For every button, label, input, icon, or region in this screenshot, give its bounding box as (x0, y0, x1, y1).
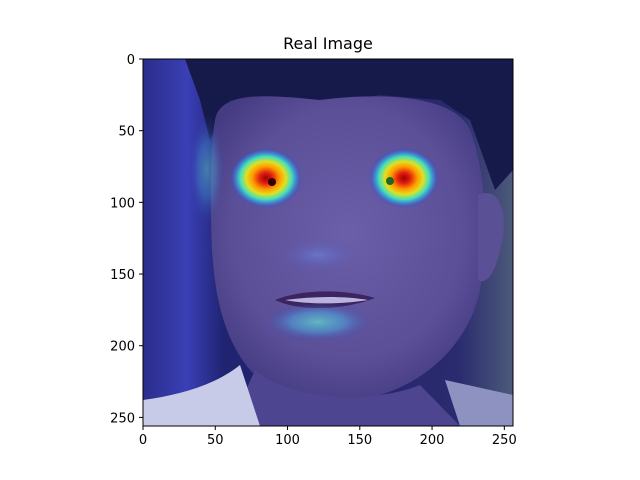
hotspot-left-eye (230, 148, 302, 208)
y-tick-label: 150 (110, 268, 135, 283)
collar-right (445, 380, 513, 426)
y-axis: 0 50 100 150 200 250 (110, 53, 143, 426)
eye-right-pupil (386, 177, 394, 185)
x-tick-label: 50 (207, 433, 224, 448)
collar (143, 365, 260, 426)
x-axis: 0 50 100 150 200 250 (139, 426, 517, 448)
x-tick-label: 200 (420, 433, 445, 448)
hair (185, 59, 513, 190)
y-tick-label: 50 (118, 125, 135, 140)
x-tick-label: 0 (139, 433, 147, 448)
y-tick-label: 0 (127, 53, 135, 68)
neck (230, 370, 460, 426)
plot-frame (142, 58, 514, 427)
y-tick-label: 250 (110, 411, 135, 426)
plot-area: 0 50 100 150 200 250 0 50 100 150 200 250 Real Ima… (110, 34, 517, 448)
x-tick-label: 250 (492, 433, 517, 448)
eye-left-pupil (268, 178, 276, 186)
y-tick-label: 200 (110, 340, 135, 355)
hotspot-lips (263, 302, 373, 342)
ear (478, 193, 504, 282)
x-tick-label: 150 (347, 433, 372, 448)
y-tick-label: 100 (110, 196, 135, 211)
chart-title: Real Image (283, 34, 373, 53)
hotspot-right-eye (369, 148, 439, 208)
hotspot-nose (280, 239, 356, 271)
heatmap-image (143, 59, 513, 426)
hotspot-left-cheek-band (189, 115, 225, 225)
teeth (285, 297, 368, 304)
x-tick-label: 100 (275, 433, 300, 448)
